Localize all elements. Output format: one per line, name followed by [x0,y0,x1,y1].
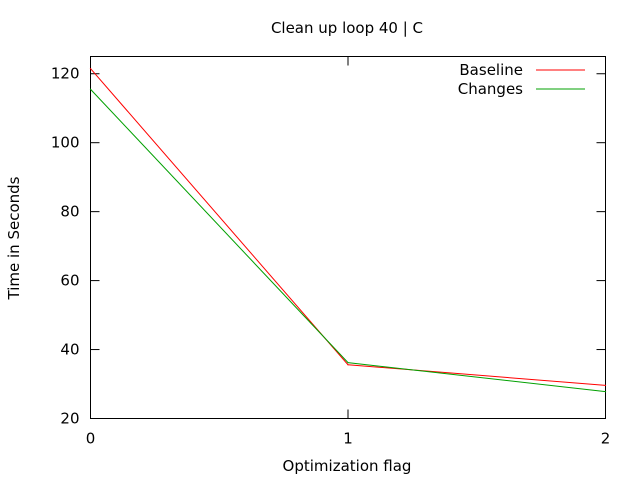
series-line-baseline [90,68,606,386]
y-tick-label: 80 [60,203,79,221]
x-tick-label: 2 [601,430,611,448]
data-point-changes [89,88,92,90]
x-axis-label: Optimization flag [283,457,412,475]
series-line-changes [90,88,606,393]
data-point-baseline [604,384,607,387]
y-tick-label: 40 [60,341,79,359]
series-lines [89,67,607,393]
x-tick-label: 1 [343,430,353,448]
legend-label-baseline: Baseline [459,61,523,79]
axis-ticks: 20 40 60 80 100 120 0 1 2 [51,56,611,448]
data-point-changes [347,362,349,364]
data-point-baseline [89,67,92,70]
x-tick-label: 0 [86,430,96,448]
y-tick-label: 20 [60,410,79,428]
y-axis-label: Time in Seconds [5,176,23,300]
data-point-baseline [347,364,349,366]
y-tick-label: 60 [60,272,79,290]
chart-title: Clean up loop 40 | C [271,19,423,37]
y-tick-label: 120 [51,65,80,83]
y-tick-label: 100 [51,134,80,152]
data-point-changes [604,391,607,393]
legend-label-changes: Changes [458,80,523,98]
